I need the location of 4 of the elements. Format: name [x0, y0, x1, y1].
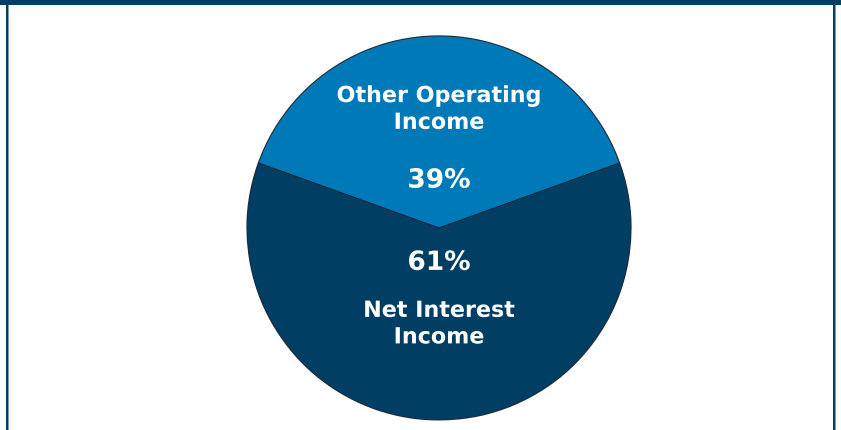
slice-label: Net Interest Income — [365, 300, 514, 344]
slice-label: Other Operating Income — [338, 85, 540, 130]
data-label: 39% — [409, 168, 470, 188]
data-label: 61% — [409, 250, 470, 270]
